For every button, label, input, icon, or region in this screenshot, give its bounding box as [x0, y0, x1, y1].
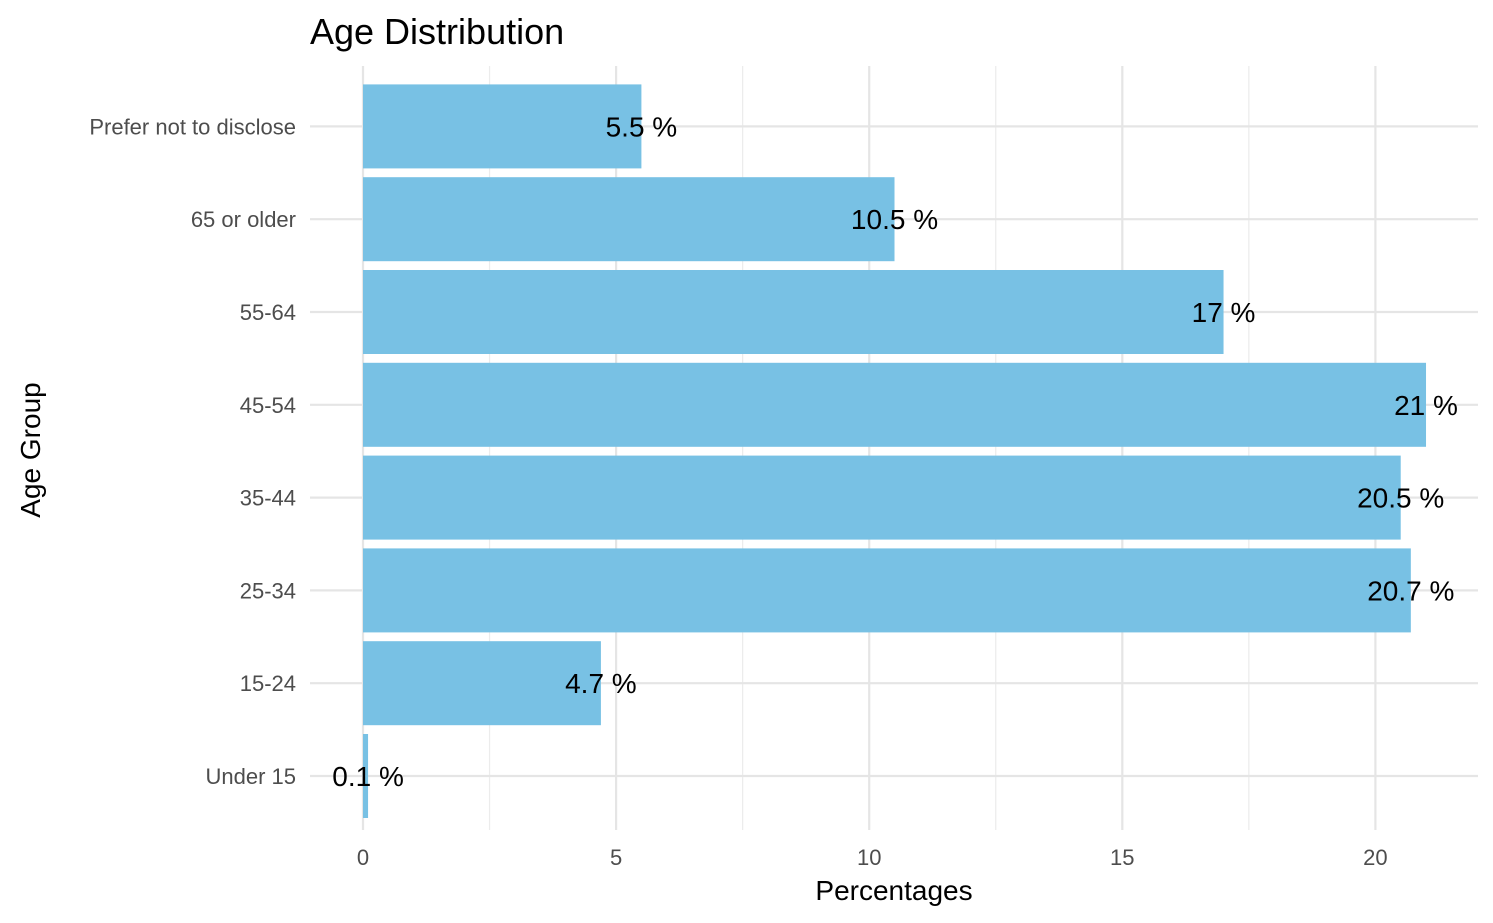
bars-group	[363, 84, 1427, 818]
y-tick-label: Under 15	[205, 764, 296, 789]
x-tick-label: 10	[857, 845, 881, 870]
data-label: 17 %	[1192, 297, 1256, 328]
y-tick-label: 45-54	[240, 393, 296, 418]
bar	[363, 455, 1401, 540]
x-axis-title: Percentages	[815, 875, 972, 906]
y-tick-label: 15-24	[240, 671, 296, 696]
data-label: 21 %	[1394, 390, 1458, 421]
chart-title: Age Distribution	[310, 11, 564, 52]
bar	[363, 270, 1224, 354]
x-tick-labels-group: 0 5 10 15 20	[357, 845, 1388, 870]
bar	[363, 734, 369, 818]
y-tick-label: 35-44	[240, 486, 296, 511]
y-axis-title: Age Group	[15, 382, 46, 517]
data-label: 5.5 %	[606, 111, 678, 142]
data-label: 0.1 %	[332, 761, 404, 792]
data-label: 20.5 %	[1357, 483, 1444, 514]
bar	[363, 362, 1427, 447]
y-tick-label: 65 or older	[191, 207, 296, 232]
y-tick-label: 55-64	[240, 300, 296, 325]
bar	[363, 641, 601, 726]
data-label: 10.5 %	[851, 204, 938, 235]
bar	[363, 84, 642, 169]
bar	[363, 548, 1411, 633]
y-tick-labels-group: Under 15 15-24 25-34 35-44 45-54 55-64 65 or o…	[89, 114, 296, 789]
data-labels-group: 0.1 % 4.7 % 20.7 % 20.5 % 21 % 17 % 10.5 % 5.5 …	[332, 111, 1458, 792]
bar	[363, 177, 895, 262]
x-tick-label: 5	[610, 845, 622, 870]
x-tick-label: 20	[1363, 845, 1387, 870]
data-label: 20.7 %	[1367, 575, 1454, 606]
data-label: 4.7 %	[565, 668, 637, 699]
x-tick-label: 0	[357, 845, 369, 870]
y-tick-label: Prefer not to disclose	[89, 114, 296, 139]
y-tick-label: 25-34	[240, 578, 296, 603]
x-tick-label: 15	[1110, 845, 1134, 870]
